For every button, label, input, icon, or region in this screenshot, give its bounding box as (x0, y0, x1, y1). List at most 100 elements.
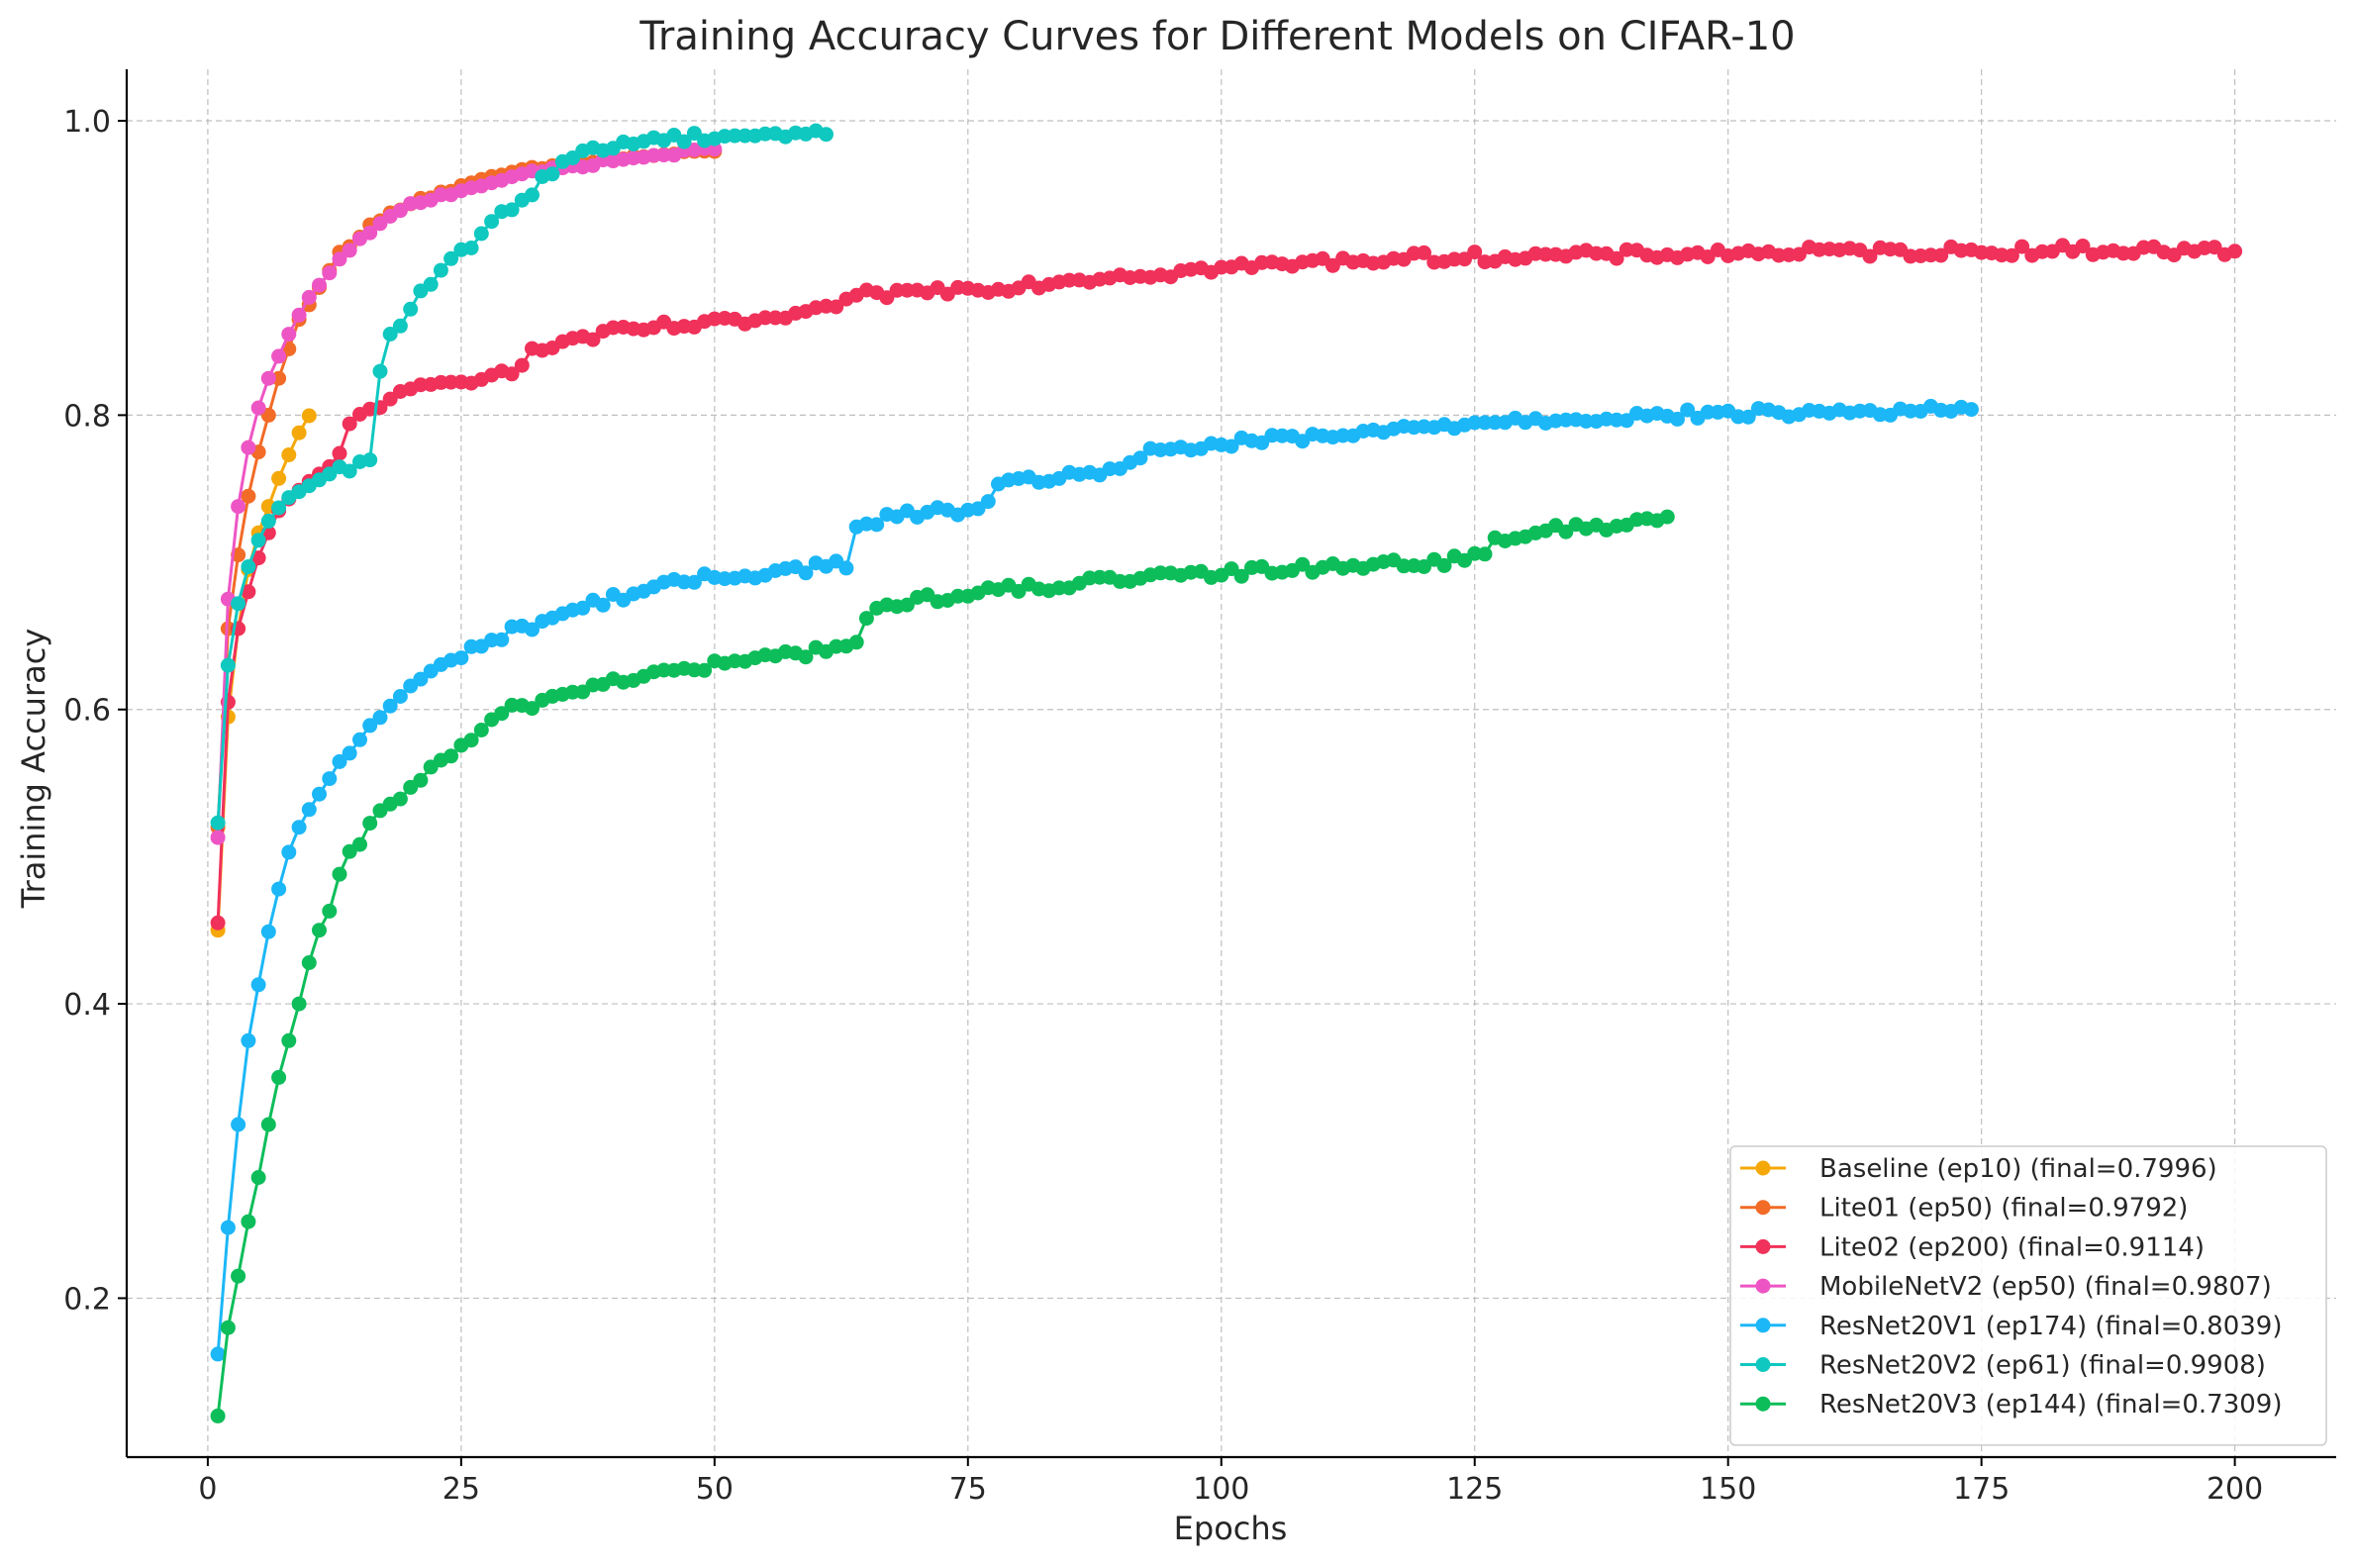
data-point (291, 996, 307, 1012)
data-point (241, 1032, 256, 1048)
data-point (494, 632, 510, 647)
data-point (514, 357, 530, 373)
data-point (362, 452, 378, 468)
data-point (2075, 239, 2091, 253)
data-point (2014, 239, 2030, 254)
data-point (525, 187, 540, 203)
data-point (1933, 247, 1949, 263)
data-point (463, 241, 479, 255)
data-point (241, 440, 256, 455)
data-point (210, 915, 226, 931)
data-point (1659, 509, 1675, 525)
x-axis-label: Epochs (1174, 1510, 1288, 1547)
legend-marker (1755, 1278, 1771, 1294)
data-point (423, 276, 439, 292)
data-point (544, 166, 560, 182)
x-tick-label: 0 (198, 1472, 217, 1507)
data-point (494, 706, 510, 722)
data-point (301, 802, 317, 818)
data-point (372, 710, 388, 726)
data-point (392, 318, 408, 334)
y-tick-label: 1.0 (63, 105, 111, 140)
data-point (1132, 450, 1148, 466)
data-point (1224, 561, 1239, 577)
data-point (210, 830, 226, 845)
data-point (1477, 546, 1493, 562)
data-point (322, 903, 338, 919)
data-point (362, 718, 378, 734)
data-point (686, 574, 702, 590)
data-point (342, 745, 357, 761)
data-point (433, 262, 448, 278)
data-point (798, 649, 814, 665)
series-group (210, 398, 1979, 1362)
data-point (271, 881, 287, 897)
data-point (484, 214, 500, 230)
data-point (697, 662, 713, 678)
data-point (220, 1220, 236, 1235)
data-point (980, 494, 996, 510)
data-point (473, 723, 489, 737)
data-point (1051, 580, 1067, 596)
data-point (585, 332, 601, 347)
data-point (260, 370, 276, 386)
data-point (676, 134, 692, 149)
data-point (525, 622, 540, 637)
legend-marker (1755, 1200, 1771, 1216)
data-point (250, 533, 266, 548)
data-point (322, 771, 338, 787)
data-point (271, 500, 287, 516)
legend-box (1729, 1145, 2327, 1446)
data-point (260, 513, 276, 529)
data-point (443, 748, 459, 764)
legend-item: ResNet20V3 (ep144) (final=0.7309) (1740, 1390, 2283, 1420)
data-point (301, 289, 317, 305)
data-point (312, 923, 327, 938)
data-point (382, 698, 398, 714)
data-point (241, 584, 256, 600)
data-point (220, 1320, 236, 1335)
data-point (392, 791, 408, 807)
data-point (453, 650, 469, 666)
data-point (281, 447, 297, 462)
data-point (250, 977, 266, 993)
legend-item: ResNet20V2 (ep61) (final=0.9908) (1740, 1351, 2266, 1381)
legend-item: MobileNetV2 (ep50) (final=0.9807) (1740, 1272, 2272, 1302)
data-point (281, 844, 297, 860)
legend-label: ResNet20V1 (ep174) (final=0.8039) (1819, 1312, 2283, 1341)
legend-marker (1755, 1357, 1771, 1372)
x-tick-label: 175 (1953, 1472, 2010, 1507)
axes: 0 25 50 75 100 125 150 175 200 0.2 0.4 0.6 0.8 1.0 (63, 69, 2336, 1507)
data-point (301, 955, 317, 970)
data-point (2207, 240, 2222, 255)
legend-label: Baseline (ep10) (final=0.7996) (1819, 1154, 2217, 1184)
data-point (819, 127, 834, 143)
legend-item: Lite02 (ep200) (final=0.9114) (1740, 1232, 2205, 1262)
legend-label: ResNet20V3 (ep144) (final=0.7309) (1819, 1390, 2283, 1420)
y-tick-label: 0.4 (63, 988, 111, 1023)
data-point (352, 836, 367, 852)
data-point (352, 732, 367, 747)
data-point (707, 142, 723, 157)
y-axis-label: Training Accuracy (15, 629, 52, 910)
data-point (220, 657, 236, 673)
data-point (575, 600, 591, 616)
data-point (1417, 245, 1431, 260)
data-point (312, 786, 327, 802)
data-point (1436, 557, 1452, 573)
x-tick-label: 200 (2207, 1472, 2263, 1507)
data-point (260, 924, 276, 939)
data-point (1862, 248, 1878, 264)
data-point (362, 816, 378, 832)
data-point (301, 408, 317, 424)
data-point (241, 488, 256, 504)
legend-marker (1755, 1396, 1771, 1412)
data-point (2004, 247, 2019, 263)
data-point (231, 1268, 246, 1284)
data-point (241, 1214, 256, 1229)
x-tick-label: 100 (1193, 1472, 1249, 1507)
data-point (271, 370, 287, 386)
legend-label: Lite02 (ep200) (final=0.9114) (1819, 1232, 2205, 1262)
